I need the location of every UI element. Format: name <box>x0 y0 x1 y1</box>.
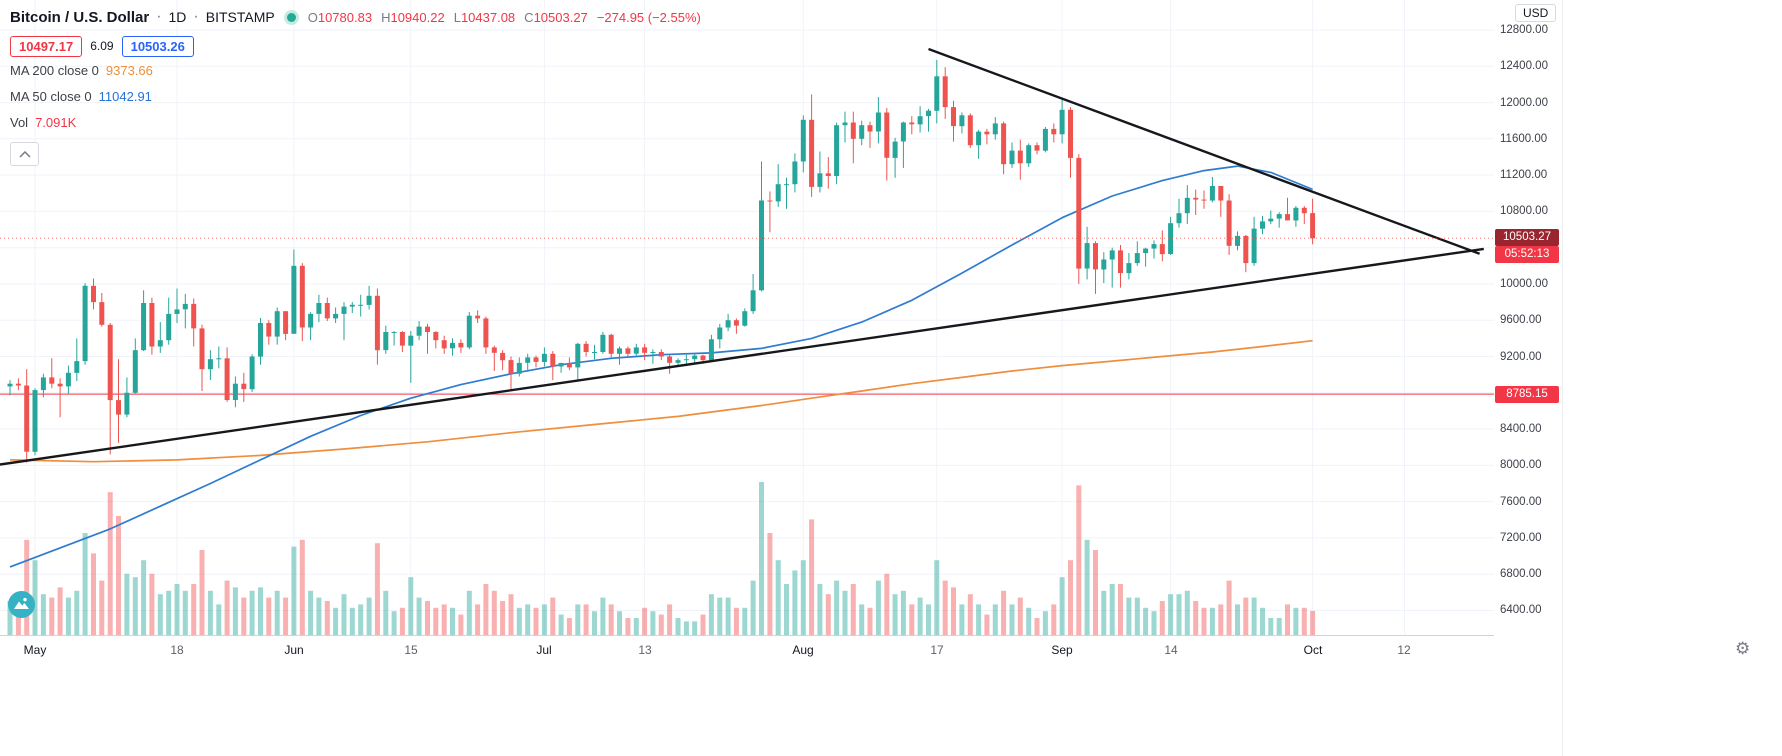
bid-price[interactable]: 10497.17 <box>10 35 83 57</box>
indicator-value: 7.091K <box>35 114 77 130</box>
close-label: C <box>524 9 534 25</box>
alert-price-label[interactable]: 8785.15 <box>1495 386 1559 403</box>
low-label: L <box>453 9 461 25</box>
close-value: 10503.27 <box>533 9 588 25</box>
price-chart[interactable] <box>0 0 1494 635</box>
price-tick: 8400.00 <box>1500 423 1542 435</box>
chart-canvas[interactable]: Bitcoin / U.S. Dollar · 1D · BITSTAMP O1… <box>0 0 1494 635</box>
last-price-label: 10503.27 <box>1495 229 1559 246</box>
open-value: 10780.83 <box>317 9 373 25</box>
currency-button[interactable]: USD <box>1515 4 1557 22</box>
settings-gear-icon[interactable]: ⚙ <box>1735 639 1751 658</box>
separator-dot: · <box>193 8 199 25</box>
time-tick: Oct <box>1303 643 1323 657</box>
time-tick: Sep <box>1051 643 1073 657</box>
ask-price[interactable]: 10503.26 <box>121 35 194 57</box>
price-axis[interactable]: USD 12800.00 12400.00 12000.00 11600.00 1120… <box>1494 0 1562 663</box>
price-tick: 10800.00 <box>1500 205 1548 217</box>
low-value: 10437.08 <box>460 9 516 25</box>
indicator-name: Vol <box>10 114 29 130</box>
price-tick: 6400.00 <box>1500 604 1542 616</box>
high-value: 10940.22 <box>390 9 445 25</box>
indicator-name: MA 200 close 0 <box>10 62 99 78</box>
price-tick: 11600.00 <box>1500 133 1548 145</box>
time-tick: Jun <box>284 643 304 657</box>
price-tick: 6800.00 <box>1500 568 1542 580</box>
time-axis[interactable]: May 18 Jun 15 Jul 13 Aug 17 Sep 14 Oct 12 <box>0 635 1562 664</box>
indicator-ma200[interactable]: MA 200 close 0 9373.66 <box>10 57 701 83</box>
time-tick: May <box>23 643 47 657</box>
time-tick: Aug <box>792 643 814 657</box>
interval-label[interactable]: 1D <box>168 9 187 25</box>
candles <box>7 59 1316 463</box>
ma50-line <box>9 165 1313 568</box>
ma200-line <box>9 339 1313 463</box>
price-tick: 12400.00 <box>1500 60 1548 72</box>
legend: Bitcoin / U.S. Dollar · 1D · BITSTAMP O1… <box>10 5 701 166</box>
indicator-ma50[interactable]: MA 50 close 0 11042.91 <box>10 83 701 109</box>
market-status-icon[interactable] <box>286 12 296 22</box>
volume-bars <box>7 482 1316 635</box>
price-tick: 11200.00 <box>1500 169 1548 181</box>
bid-ask-row: 10497.17 6.09 10503.26 <box>10 35 701 57</box>
indicator-volume[interactable]: Vol 7.091K <box>10 109 701 135</box>
time-tick: 17 <box>930 643 944 657</box>
indicator-name: MA 50 close 0 <box>10 88 92 104</box>
separator-dot: · <box>156 8 162 25</box>
high-label: H <box>381 9 391 25</box>
descending-trendline <box>928 47 1481 255</box>
time-tick: 14 <box>1164 643 1178 657</box>
symbol-row: Bitcoin / U.S. Dollar · 1D · BITSTAMP O1… <box>10 5 701 29</box>
symbol-title[interactable]: Bitcoin / U.S. Dollar <box>10 8 150 26</box>
indicator-value: 11042.91 <box>98 88 152 104</box>
right-panel: ⚙ <box>1562 0 1782 756</box>
trendlines[interactable] <box>0 47 1484 466</box>
change-value: −274.95 (−2.55%) <box>596 9 701 25</box>
time-tick: Jul <box>536 643 552 657</box>
time-tick: 13 <box>638 643 652 657</box>
price-tick: 7200.00 <box>1500 532 1542 544</box>
indicator-value: 9373.66 <box>105 62 153 78</box>
price-tick: 10000.00 <box>1500 278 1548 290</box>
chevron-up-icon <box>18 150 31 158</box>
bar-countdown-label: 05:52:13 <box>1495 246 1559 263</box>
price-tick: 7600.00 <box>1500 496 1542 508</box>
ascending-trendline <box>0 247 1484 466</box>
price-tick: 9200.00 <box>1500 351 1542 363</box>
mountains-icon <box>8 591 35 618</box>
ohlc-values: O10780.83 H10940.22 L10437.08 C10503.27 … <box>308 10 701 25</box>
price-tick: 12000.00 <box>1500 97 1548 109</box>
exchange-label[interactable]: BITSTAMP <box>205 9 275 25</box>
time-tick: 12 <box>1397 643 1411 657</box>
collapse-legend-button[interactable] <box>10 142 39 166</box>
open-label: O <box>307 9 318 25</box>
time-tick: 18 <box>170 643 184 657</box>
spread-value: 6.09 <box>90 39 114 53</box>
time-tick: 15 <box>404 643 418 657</box>
price-tick: 8000.00 <box>1500 459 1542 471</box>
tradingview-logo[interactable] <box>8 591 35 618</box>
price-tick: 12800.00 <box>1500 24 1548 36</box>
price-tick: 9600.00 <box>1500 314 1542 326</box>
